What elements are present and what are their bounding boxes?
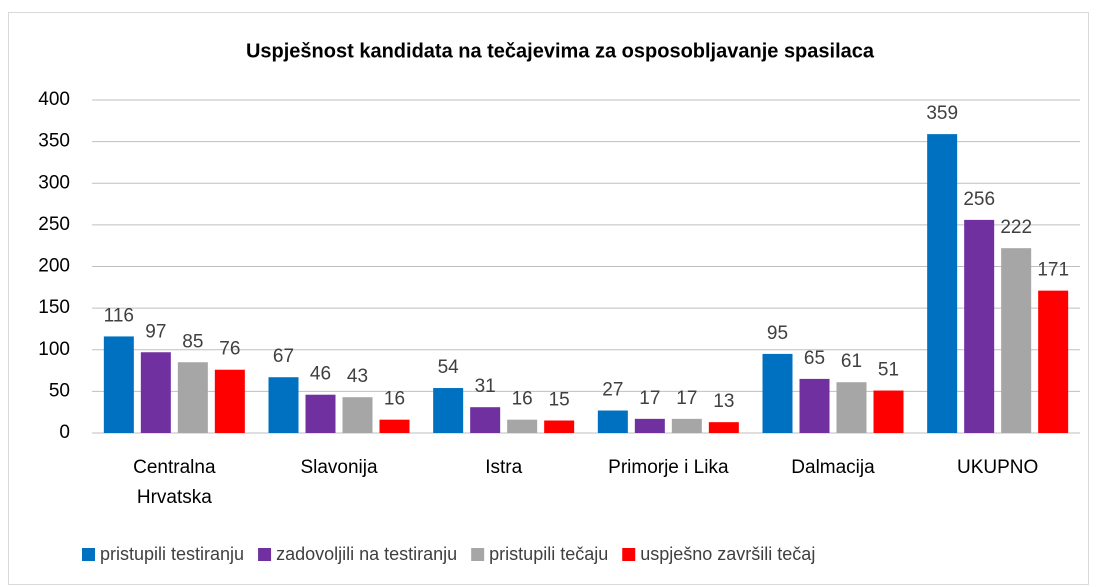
value-label: 222 — [1000, 217, 1032, 238]
bar — [305, 394, 336, 433]
x-tick-label: Centralna Hrvatska — [133, 457, 216, 508]
y-tick-label: 100 — [38, 339, 70, 360]
bar — [268, 377, 299, 433]
bar — [671, 418, 702, 433]
value-label: 85 — [182, 331, 203, 352]
value-label: 51 — [878, 360, 899, 381]
bar — [762, 353, 793, 433]
value-label: 13 — [713, 391, 734, 412]
bar — [927, 134, 958, 433]
legend-swatch — [471, 548, 485, 561]
x-tick-label: Primorje i Lika — [608, 457, 729, 478]
x-tick-label: UKUPNO — [957, 457, 1038, 478]
y-tick-label: 350 — [38, 131, 70, 152]
legend-label: pristupili testiranju — [100, 544, 244, 564]
y-tick-label: 300 — [38, 172, 70, 193]
y-tick-label: 250 — [38, 214, 70, 235]
y-tick-label: 150 — [38, 297, 70, 318]
y-tick-label: 50 — [49, 380, 70, 401]
y-tick-label: 0 — [59, 422, 70, 443]
bar — [708, 422, 739, 433]
bar — [964, 219, 995, 433]
bar — [177, 362, 208, 433]
value-label: 16 — [384, 389, 405, 410]
value-label: 116 — [104, 305, 134, 326]
value-label: 171 — [1037, 260, 1069, 281]
value-label: 61 — [841, 351, 862, 372]
bar — [140, 352, 171, 433]
bar — [1038, 290, 1069, 433]
x-tick-label: Istra — [485, 457, 522, 478]
legend-swatch — [622, 548, 636, 561]
x-tick-label: Dalmacija — [791, 457, 875, 478]
bar — [597, 410, 628, 433]
value-label: 15 — [549, 390, 570, 411]
x-tick-label: Slavonija — [300, 457, 378, 478]
bar — [103, 336, 134, 433]
bar — [433, 388, 464, 433]
value-label: 65 — [804, 348, 825, 369]
value-label: 95 — [767, 323, 788, 344]
y-tick-label: 400 — [38, 89, 70, 110]
bar — [799, 378, 830, 433]
bar — [214, 369, 245, 433]
value-label: 97 — [145, 321, 166, 342]
value-label: 43 — [347, 366, 368, 387]
y-tick-label: 200 — [38, 256, 70, 277]
bar — [1001, 248, 1032, 433]
bar — [507, 419, 538, 433]
legend-swatch — [82, 548, 95, 561]
legend-label: uspješno završili tečaj — [640, 544, 815, 564]
value-label: 46 — [310, 364, 331, 385]
bar — [379, 419, 410, 433]
chart-border — [8, 12, 1089, 585]
value-label: 27 — [602, 380, 623, 401]
bar — [544, 420, 575, 433]
legend-label: zadovoljili na testiranju — [276, 544, 457, 564]
value-label: 17 — [639, 388, 660, 409]
value-label: 76 — [219, 339, 240, 360]
bar — [470, 407, 501, 433]
chart-title: Uspješnost kandidata na tečajevima za os… — [246, 40, 875, 62]
legend-swatch — [258, 548, 272, 561]
value-label: 359 — [926, 103, 958, 124]
value-label: 17 — [676, 388, 697, 409]
value-label: 16 — [512, 389, 533, 410]
value-label: 54 — [438, 357, 460, 378]
value-label: 67 — [273, 346, 294, 367]
value-label: 256 — [963, 189, 995, 210]
bar — [873, 390, 904, 433]
value-label: 31 — [475, 376, 496, 397]
legend-label: pristupili tečaju — [489, 544, 608, 564]
bar — [836, 382, 867, 433]
bar — [634, 418, 665, 433]
bar — [342, 397, 373, 433]
